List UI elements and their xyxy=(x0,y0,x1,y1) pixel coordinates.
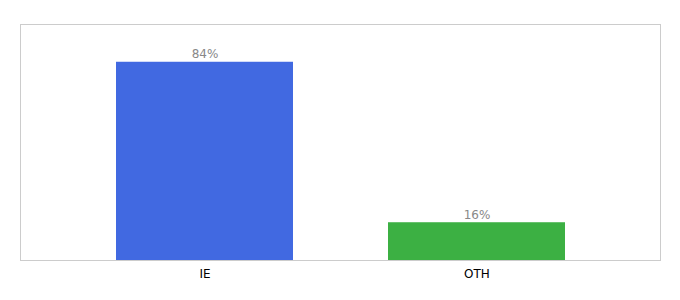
svg-text:IE: IE xyxy=(199,267,210,281)
svg-text:16%: 16% xyxy=(464,208,491,222)
svg-text:OTH: OTH xyxy=(464,267,490,281)
svg-text:84%: 84% xyxy=(192,47,219,61)
